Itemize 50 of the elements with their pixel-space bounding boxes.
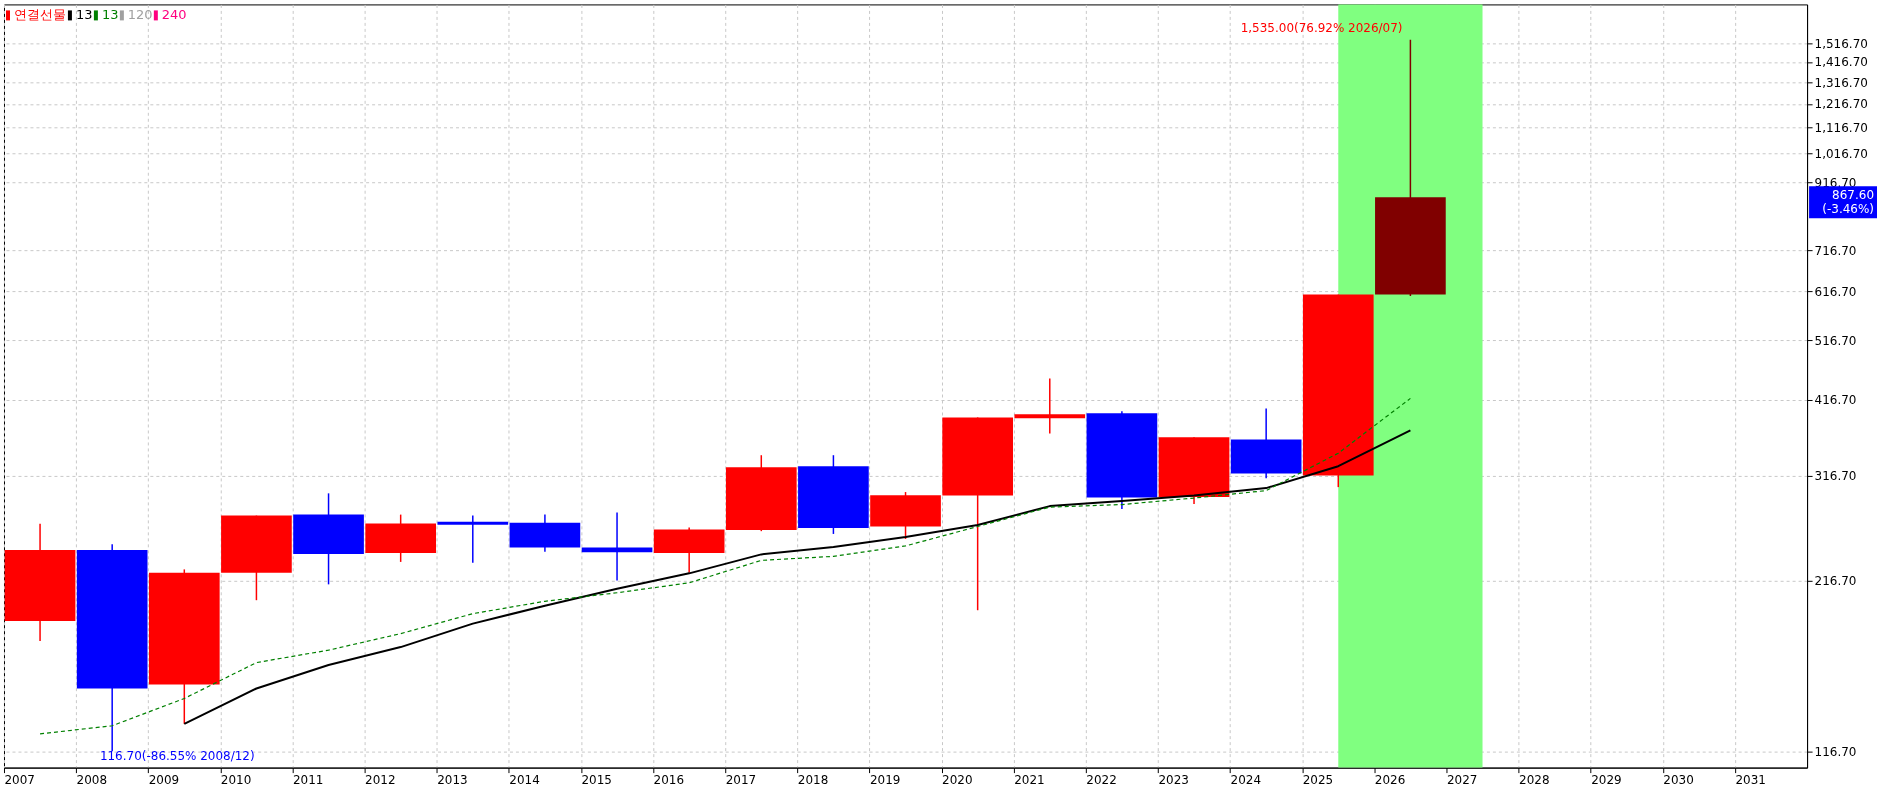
- x-tick-label: 2011: [292, 773, 324, 788]
- y-tick-label: 516.70: [1814, 333, 1857, 348]
- x-tick-label: 2018: [797, 773, 829, 788]
- y-tick-label: 416.70: [1814, 393, 1857, 408]
- x-tick-label: 2020: [942, 773, 973, 788]
- annotation: 1,535.00(76.92% 2026/07): [1240, 21, 1403, 36]
- x-tick-label: 2013: [437, 773, 468, 788]
- line-series: [183, 429, 1412, 725]
- x-tick-label: 2014: [509, 773, 540, 788]
- x-tick-label: 2017: [725, 773, 757, 788]
- legend-label: 연결선물: [13, 7, 66, 23]
- x-tick-label: 2007: [4, 773, 35, 788]
- candlestick: [437, 514, 509, 564]
- y-tick-label: 916.70: [1814, 175, 1857, 190]
- x-tick-label: 2019: [869, 773, 901, 788]
- x-tick-label: 2028: [1519, 773, 1550, 788]
- legend-label: 13: [101, 7, 119, 23]
- x-tick-label: 2029: [1591, 773, 1622, 788]
- line-series: [39, 397, 1411, 735]
- y-tick-label: 116.70: [1814, 744, 1857, 759]
- legend-label: 240: [161, 7, 187, 23]
- annotation: 116.70(-86.55% 2008/12): [99, 748, 255, 763]
- y-tick-label: 1,016.70: [1814, 147, 1868, 162]
- x-tick-label: 2022: [1086, 773, 1117, 788]
- y-tick-label: 316.70: [1814, 469, 1857, 484]
- x-tick-label: 2009: [148, 773, 180, 788]
- x-tick-label: 2008: [76, 773, 108, 788]
- y-tick-label: 1,316.70: [1814, 75, 1868, 90]
- y-tick-label: 716.70: [1814, 243, 1857, 258]
- y-tick-label: 1,516.70: [1814, 36, 1868, 51]
- x-tick-label: 2025: [1302, 773, 1334, 788]
- y-tick-label: 1,416.70: [1814, 55, 1868, 70]
- x-tick-label: 2012: [365, 773, 396, 788]
- x-tick-label: 2031: [1735, 773, 1766, 788]
- y-tick-label: 216.70: [1814, 573, 1857, 588]
- y-tick-label: 1,116.70: [1814, 121, 1868, 136]
- x-tick-label: 2010: [220, 773, 252, 788]
- x-tick-label: 2015: [581, 773, 612, 788]
- legend-label: 120: [127, 7, 153, 23]
- x-tick-label: 2021: [1014, 773, 1045, 788]
- text: 867.60 (-3.46%): [1822, 188, 1874, 217]
- x-tick-label: 2024: [1230, 773, 1262, 788]
- y-tick-label: 616.70: [1814, 285, 1857, 300]
- y-tick-label: 1,216.70: [1814, 97, 1868, 112]
- x-tick-label: 2030: [1663, 773, 1694, 788]
- x-tick-label: 2027: [1446, 773, 1478, 788]
- x-tick-label: 2023: [1158, 773, 1189, 788]
- x-tick-label: 2026: [1374, 773, 1406, 788]
- legend-label: 13: [75, 7, 93, 23]
- x-tick-label: 2016: [653, 773, 685, 788]
